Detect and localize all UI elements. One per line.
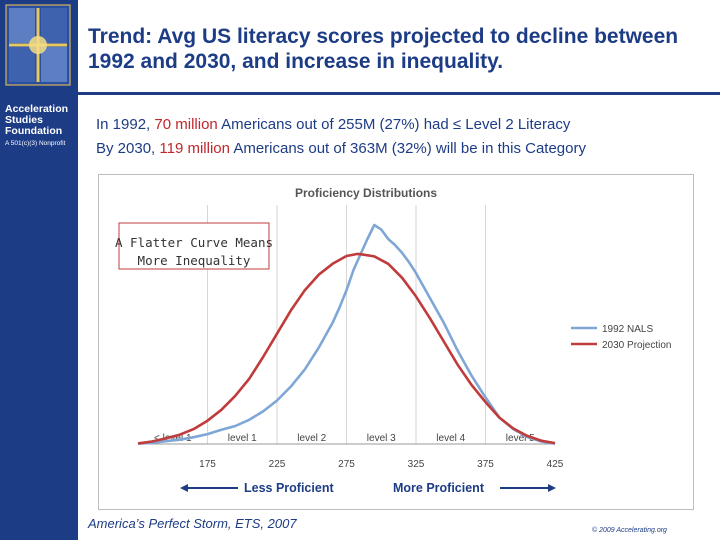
annotation-box	[118, 222, 270, 270]
x-tick-label: 375	[477, 459, 494, 470]
copyright: © 2009 Accelerating.org	[592, 527, 667, 534]
slide-title: Trend: Avg US literacy scores projected …	[88, 25, 679, 73]
chart-title: Proficiency Distributions	[295, 186, 437, 200]
more-proficient-label: More Proficient	[393, 481, 484, 495]
sidebar: Acceleration Studies Foundation A 501(c)…	[0, 0, 78, 540]
title-divider	[78, 92, 720, 95]
stat-2030-suffix: Americans out of 363M (32%) will be in t…	[229, 140, 586, 157]
legend-label-1992-nals: 1992 NALS	[602, 324, 653, 335]
chart-frame: Proficiency Distributions 175 225 275 325 375…	[98, 174, 694, 510]
level-label: level 1	[228, 433, 257, 444]
stat-1992-suffix: Americans out of 255M (27%) had ≤ Level …	[217, 116, 571, 133]
level-label: level 2	[297, 433, 326, 444]
x-tick-label: 175	[199, 459, 216, 470]
stat-1992-prefix: In 1992,	[96, 116, 155, 133]
level-label: level 5	[506, 433, 535, 444]
x-tick-label: 225	[269, 459, 286, 470]
legend-label-2030-projection: 2030 Projection	[602, 340, 672, 351]
stat-2030-prefix: By 2030,	[96, 140, 160, 157]
proficiency-chart: Proficiency Distributions 175 225 275 325 375…	[115, 186, 672, 470]
level-label: < level 1	[154, 433, 192, 444]
annotation-text-line2: More Inequality	[138, 253, 251, 268]
stat-line-1992: In 1992, 70 million Americans out of 255…	[96, 116, 570, 133]
foundation-logo	[5, 4, 71, 86]
org-subtitle: A 501(c)(3) Nonprofit	[5, 140, 66, 147]
annotation-text-line1: A Flatter Curve Means	[115, 235, 273, 250]
org-name: Acceleration Studies Foundation	[5, 103, 69, 137]
stat-2030-highlight: 119 million	[159, 140, 230, 157]
stat-1992-highlight: 70 million	[154, 116, 218, 133]
source-citation: America’s Perfect Storm, ETS, 2007	[88, 516, 297, 531]
level-label: level 3	[367, 433, 396, 444]
series-line-2030-projection	[137, 252, 556, 445]
x-tick-label: 325	[408, 459, 425, 470]
stat-line-2030: By 2030, 119 million Americans out of 36…	[96, 140, 586, 157]
x-tick-label: 425	[547, 459, 564, 470]
level-label: level 4	[436, 433, 465, 444]
less-proficient-label: Less Proficient	[244, 481, 334, 495]
x-tick-label: 275	[338, 459, 355, 470]
